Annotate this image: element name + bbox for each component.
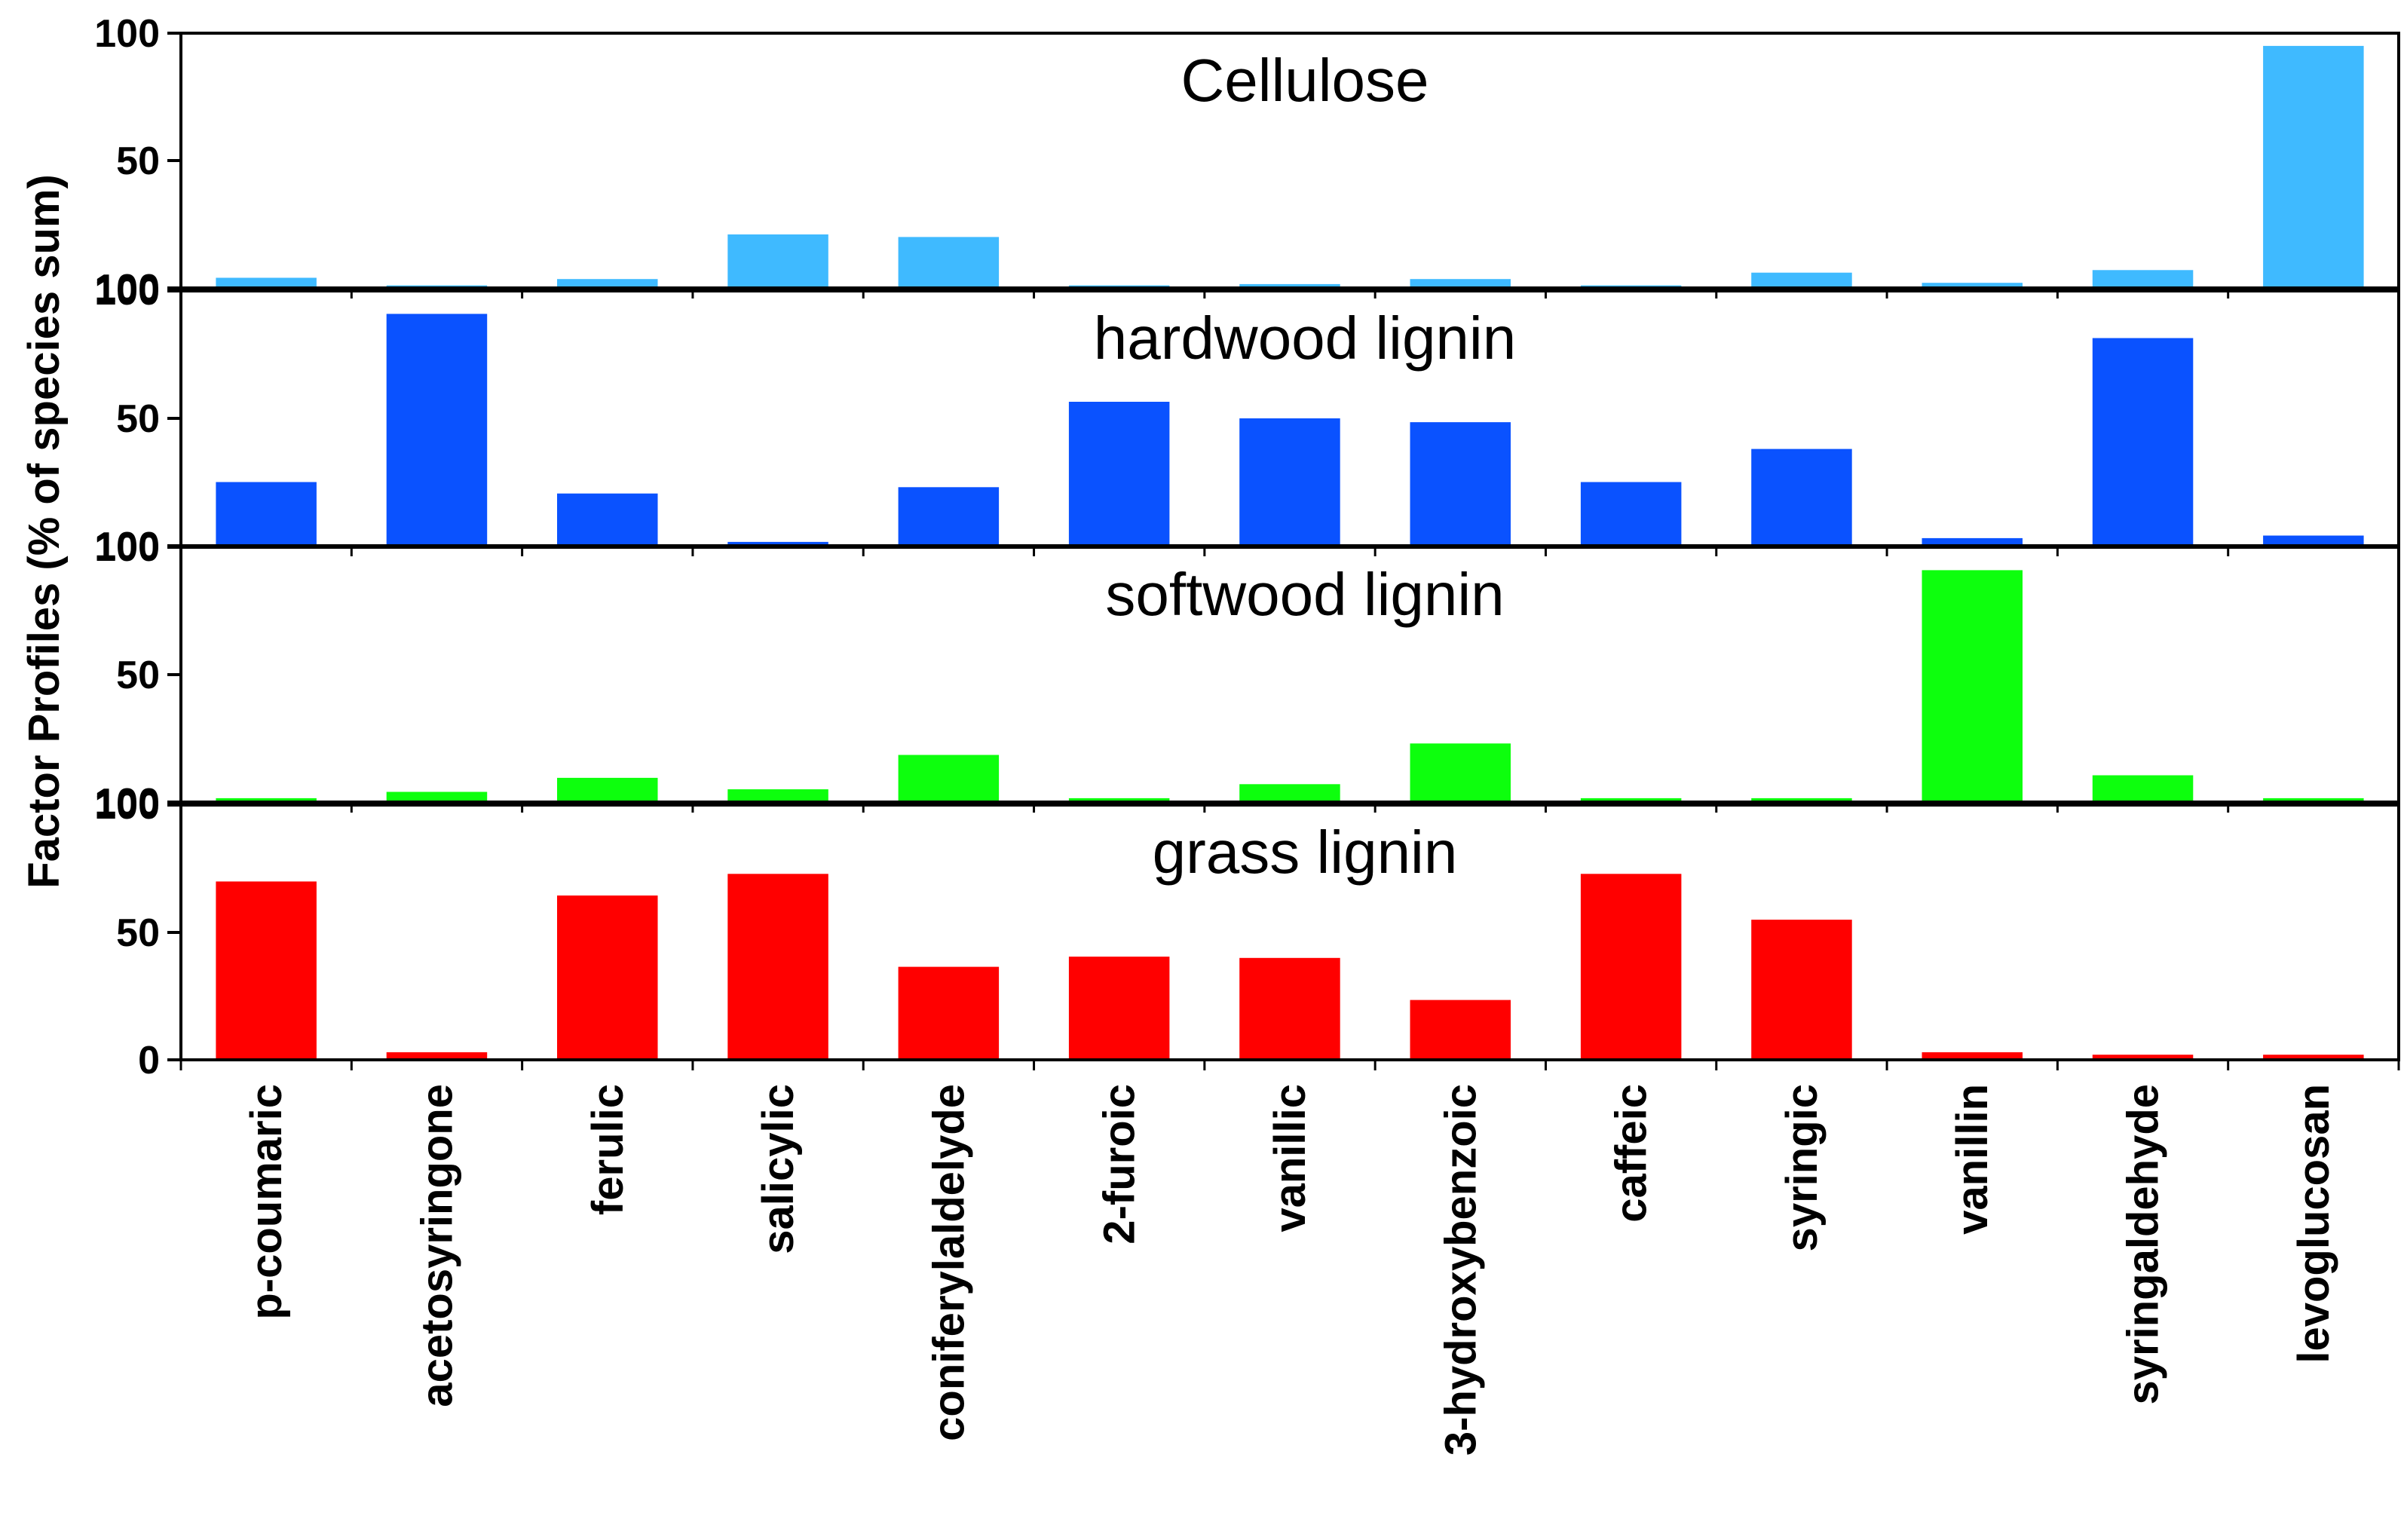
bar-3-hydroxybenzoic bbox=[1410, 422, 1511, 546]
bar-levoglucosan bbox=[2263, 535, 2364, 546]
panel-title: hardwood lignin bbox=[1094, 305, 1516, 372]
bar-levoglucosan bbox=[2263, 1055, 2364, 1060]
bar-3-hydroxybenzoic bbox=[1410, 1000, 1511, 1060]
x-label-ferulic: ferulic bbox=[583, 1084, 632, 1215]
y-tick-label: 50 bbox=[116, 911, 160, 955]
bar-coniferylaldelyde bbox=[898, 755, 1000, 802]
x-label-p-coumaric: p-coumaric bbox=[242, 1084, 291, 1320]
bar-salicylic bbox=[727, 874, 828, 1060]
bar-p-coumaric bbox=[216, 798, 317, 802]
panel-0: 100 50 100 Cellulose bbox=[94, 12, 2400, 311]
bar-syringic bbox=[1751, 920, 1852, 1060]
bar-vanillic bbox=[1239, 957, 1340, 1060]
bar-vanillic bbox=[1239, 418, 1340, 546]
bar-vanillin bbox=[1922, 283, 2023, 288]
bar-syringic bbox=[1751, 798, 1852, 802]
bar-acetosyringone bbox=[386, 1052, 488, 1060]
bar-3-hydroxybenzoic bbox=[1410, 743, 1511, 802]
bar-2-furoic bbox=[1068, 798, 1170, 802]
panels-layer: 100 50 100 Cellulose 100 50 100 hardwood lignin… bbox=[94, 12, 2400, 1082]
x-label-3-hydroxybenzoic: 3-hydroxybenzoic bbox=[1436, 1084, 1485, 1456]
bar-syringic bbox=[1751, 272, 1852, 288]
bar-levoglucosan bbox=[2263, 45, 2364, 289]
bar-acetosyringone bbox=[386, 791, 488, 802]
bar-vanillin bbox=[1922, 1052, 2023, 1060]
y-tick-label: 50 bbox=[116, 139, 160, 183]
y-tick-label: 100 bbox=[94, 781, 160, 825]
bar-ferulic bbox=[557, 777, 658, 802]
bar-caffeic bbox=[1580, 482, 1682, 546]
bar-syringaldehyde bbox=[2092, 270, 2194, 288]
x-label-syringaldehyde: syringaldehyde bbox=[2119, 1084, 2168, 1404]
bar-vanillin bbox=[1922, 570, 2023, 802]
panel-title: grass lignin bbox=[1153, 819, 1458, 886]
bar-vanillic bbox=[1239, 283, 1340, 288]
x-label-coniferylaldelyde: coniferylaldelyde bbox=[924, 1084, 973, 1441]
bar-syringaldehyde bbox=[2092, 1055, 2194, 1060]
panel-1: 100 50 100 hardwood lignin bbox=[94, 270, 2400, 568]
bar-ferulic bbox=[557, 493, 658, 546]
bar-2-furoic bbox=[1068, 402, 1170, 546]
y-tick-label: 50 bbox=[116, 654, 160, 697]
bar-caffeic bbox=[1580, 874, 1682, 1060]
bar-salicylic bbox=[727, 789, 828, 802]
bar-p-coumaric bbox=[216, 881, 317, 1060]
bar-p-coumaric bbox=[216, 482, 317, 546]
bar-levoglucosan bbox=[2263, 798, 2364, 802]
x-label-salicylic: salicylic bbox=[754, 1084, 803, 1254]
y-tick-label: 100 bbox=[94, 784, 160, 828]
bar-vanillic bbox=[1239, 784, 1340, 802]
bar-vanillin bbox=[1922, 537, 2023, 546]
bar-coniferylaldelyde bbox=[898, 237, 1000, 288]
bar-ferulic bbox=[557, 896, 658, 1060]
bar-salicylic bbox=[727, 234, 828, 288]
y-tick-label: 100 bbox=[94, 526, 160, 570]
x-label-syringic: syringic bbox=[1778, 1084, 1827, 1251]
x-axis-labels: p-coumaric acetosyringone ferulic salicylic… bbox=[242, 1084, 2338, 1456]
y-tick-label: 100 bbox=[94, 12, 160, 56]
y-axis-title: Factor Profiles (% of species sum) bbox=[20, 174, 69, 889]
x-label-vanillic: vanillic bbox=[1266, 1084, 1315, 1232]
y-tick-label: 100 bbox=[94, 525, 160, 568]
bar-coniferylaldelyde bbox=[898, 487, 1000, 546]
bar-caffeic bbox=[1580, 798, 1682, 802]
bar-2-furoic bbox=[1068, 957, 1170, 1060]
y-tick-label: 100 bbox=[94, 267, 160, 311]
bar-syringaldehyde bbox=[2092, 775, 2194, 802]
x-label-caffeic: caffeic bbox=[1607, 1084, 1656, 1223]
panel-title: softwood lignin bbox=[1105, 561, 1504, 628]
bar-syringaldehyde bbox=[2092, 338, 2194, 546]
panel-3: 100 50 0 grass lignin bbox=[94, 784, 2400, 1082]
x-label-acetosyringone: acetosyringone bbox=[413, 1084, 462, 1407]
y-tick-label: 0 bbox=[138, 1039, 160, 1082]
y-tick-label: 50 bbox=[116, 397, 160, 441]
bar-syringic bbox=[1751, 449, 1852, 546]
x-label-vanillin: vanillin bbox=[1948, 1084, 1997, 1235]
bar-p-coumaric bbox=[216, 277, 317, 288]
bar-acetosyringone bbox=[386, 314, 488, 546]
panel-2: 100 50 100 softwood lignin bbox=[94, 526, 2400, 825]
bar-coniferylaldelyde bbox=[898, 966, 1000, 1060]
panel-title: Cellulose bbox=[1181, 47, 1429, 114]
bar-salicylic bbox=[727, 541, 828, 546]
y-tick-label: 100 bbox=[94, 270, 160, 314]
bar-ferulic bbox=[557, 279, 658, 288]
x-label-2-furoic: 2-furoic bbox=[1095, 1084, 1144, 1245]
x-label-levoglucosan: levoglucosan bbox=[2289, 1084, 2338, 1364]
bar-3-hydroxybenzoic bbox=[1410, 279, 1511, 288]
